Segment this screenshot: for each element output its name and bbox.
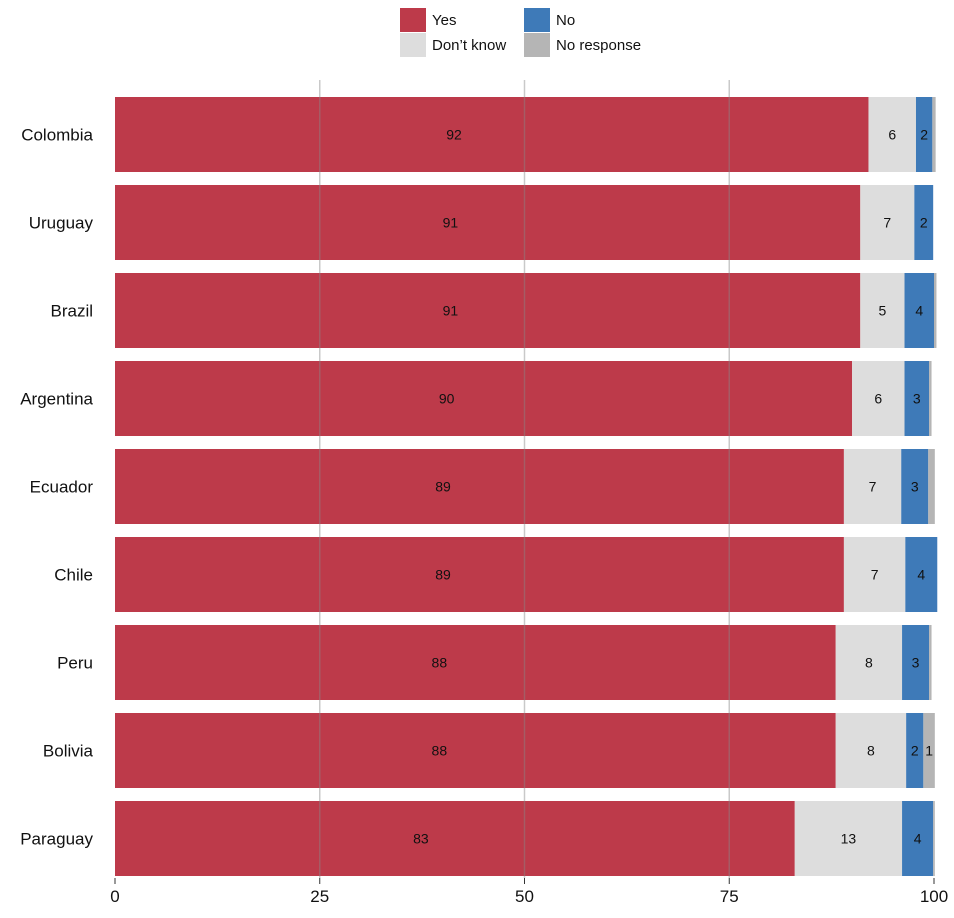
legend-item-dont-know: Don’t know: [400, 33, 506, 57]
category-label-brazil: Brazil: [50, 302, 93, 321]
x-tick-label-25: 25: [310, 887, 329, 906]
data-label-colombia-yes: 92: [446, 127, 462, 143]
legend-label-dont-know: Don’t know: [432, 36, 507, 54]
bar-ecuador-no-response: [928, 449, 935, 524]
bar-chile-don-t-know: [843, 537, 906, 612]
data-label-brazil-don-t-know: 5: [879, 303, 887, 319]
data-label-uruguay-yes: 91: [443, 215, 459, 231]
legend-label-no: No: [556, 11, 576, 29]
data-label-bolivia-yes: 88: [432, 743, 448, 759]
category-label-peru: Peru: [57, 654, 93, 673]
data-label-peru-no: 3: [912, 655, 920, 671]
data-label-uruguay-don-t-know: 7: [883, 215, 891, 231]
legend: Yes No Don’t know No response: [400, 8, 700, 60]
bar-brazil-no: [904, 273, 934, 348]
legend-item-yes: Yes: [400, 8, 456, 32]
legend-item-no: No: [524, 8, 575, 32]
data-label-colombia-don-t-know: 6: [888, 127, 896, 143]
data-label-colombia-no: 2: [920, 127, 928, 143]
data-label-argentina-no: 3: [913, 391, 921, 407]
bar-bolivia-no-response: [923, 713, 935, 788]
data-label-chile-yes: 89: [435, 567, 451, 583]
bar-bolivia-don-t-know: [835, 713, 907, 788]
bar-uruguay-don-t-know: [860, 185, 915, 260]
data-label-bolivia-no: 2: [911, 743, 919, 759]
bar-chile-no: [905, 537, 938, 612]
x-tick-label-75: 75: [720, 887, 739, 906]
bar-ecuador-don-t-know: [843, 449, 902, 524]
legend-swatch-no-response: [524, 33, 550, 57]
data-label-bolivia-don-t-know: 8: [867, 743, 875, 759]
data-label-paraguay-don-t-know: 13: [841, 831, 857, 847]
bar-bolivia-yes: [115, 713, 836, 788]
bar-chile-yes: [115, 537, 844, 612]
data-label-ecuador-yes: 89: [435, 479, 451, 495]
bar-colombia-don-t-know: [868, 97, 916, 172]
bar-peru-don-t-know: [835, 625, 903, 700]
bar-brazil-no-response: [934, 273, 937, 348]
category-label-bolivia: Bolivia: [43, 742, 94, 761]
bar-colombia-yes: [115, 97, 869, 172]
bar-colombia-no: [915, 97, 933, 172]
legend-label-yes: Yes: [432, 11, 457, 29]
category-label-uruguay: Uruguay: [29, 214, 94, 233]
category-label-chile: Chile: [54, 566, 93, 585]
data-label-brazil-no: 4: [915, 303, 923, 319]
category-label-ecuador: Ecuador: [30, 478, 94, 497]
category-label-colombia: Colombia: [21, 126, 93, 145]
data-label-brazil-yes: 91: [443, 303, 459, 319]
data-label-paraguay-yes: 83: [413, 831, 429, 847]
bar-peru-yes: [115, 625, 836, 700]
bar-argentina-don-t-know: [852, 361, 905, 436]
bar-ecuador-no: [901, 449, 929, 524]
bar-argentina-yes: [115, 361, 853, 436]
x-tick-label-100: 100: [920, 887, 948, 906]
data-label-peru-yes: 88: [432, 655, 448, 671]
data-label-paraguay-no: 4: [914, 831, 922, 847]
data-label-bolivia-no-response: 1: [925, 743, 933, 759]
category-label-paraguay: Paraguay: [20, 830, 93, 849]
bar-argentina-no: [904, 361, 930, 436]
bar-brazil-yes: [115, 273, 861, 348]
data-label-chile-no: 4: [917, 567, 925, 583]
legend-swatch-no: [524, 8, 550, 32]
legend-swatch-yes: [400, 8, 426, 32]
bar-paraguay-no: [902, 801, 934, 876]
bar-paraguay-yes: [115, 801, 795, 876]
bar-uruguay-no: [914, 185, 934, 260]
data-label-argentina-don-t-know: 6: [874, 391, 882, 407]
legend-swatch-dont-know: [400, 33, 426, 57]
bar-peru-no: [902, 625, 930, 700]
bar-colombia-no-response: [932, 97, 936, 172]
bar-paraguay-no-response: [933, 801, 935, 876]
bar-peru-no-response: [929, 625, 932, 700]
legend-label-no-response: No response: [556, 36, 642, 54]
data-label-chile-don-t-know: 7: [871, 567, 879, 583]
bar-uruguay-yes: [115, 185, 861, 260]
x-tick-label-50: 50: [515, 887, 534, 906]
bar-brazil-don-t-know: [860, 273, 905, 348]
data-label-argentina-yes: 90: [439, 391, 455, 407]
data-label-ecuador-no: 3: [911, 479, 919, 495]
bar-bolivia-no: [906, 713, 924, 788]
bar-argentina-no-response: [929, 361, 932, 436]
bar-paraguay-don-t-know: [794, 801, 903, 876]
x-tick-label-0: 0: [110, 887, 119, 906]
data-label-uruguay-no: 2: [920, 215, 928, 231]
legend-item-no-response: No response: [524, 33, 641, 57]
bar-ecuador-yes: [115, 449, 844, 524]
data-label-ecuador-don-t-know: 7: [869, 479, 877, 495]
category-label-argentina: Argentina: [20, 390, 93, 409]
data-label-peru-don-t-know: 8: [865, 655, 873, 671]
